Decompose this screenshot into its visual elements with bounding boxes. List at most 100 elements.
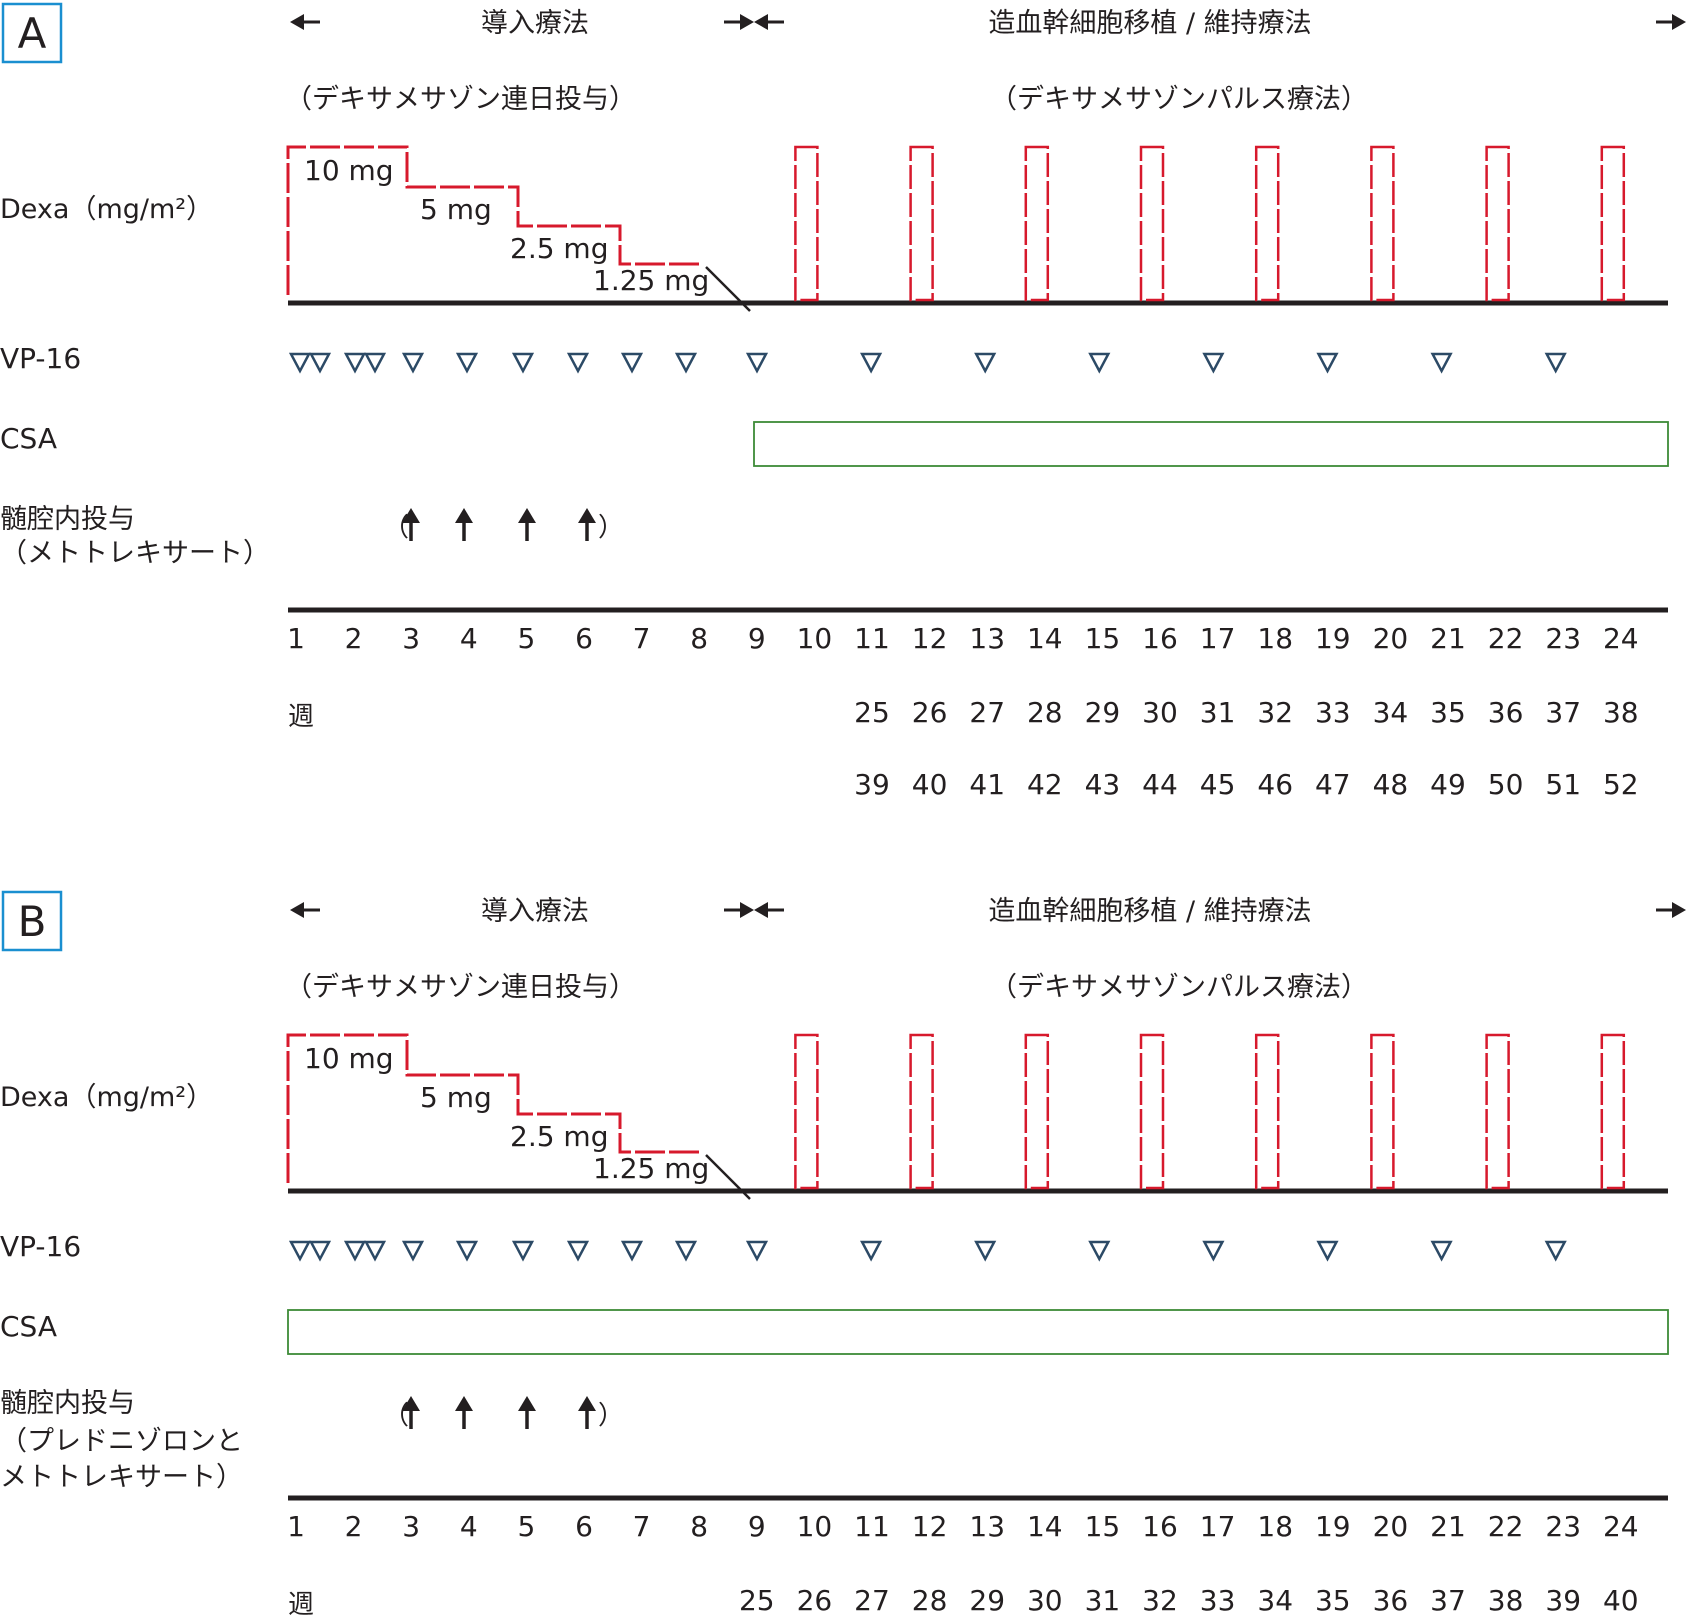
- week-number: 28: [1027, 696, 1063, 729]
- week-number: 10: [797, 622, 833, 655]
- week-number: 36: [1373, 1584, 1409, 1617]
- induction-start-arrow-head: [290, 902, 304, 918]
- induction-end-arrow-head: [740, 902, 754, 918]
- csa-bar: [753, 421, 1669, 467]
- sub-maintenance-label: （デキサメサゾンパルス療法）: [990, 84, 1368, 115]
- vp16-dose-marker: [745, 352, 769, 374]
- phase-maintenance-label: 造血幹細胞移植 / 維持療法: [988, 8, 1311, 39]
- week-number: 52: [1603, 768, 1639, 801]
- dexa-taper-end: [705, 1154, 751, 1200]
- phase-maintenance-label: 造血幹細胞移植 / 維持療法: [988, 896, 1311, 927]
- week-number: 23: [1545, 622, 1581, 655]
- week-number: 9: [748, 622, 766, 655]
- intrathecal-arrow-head: [578, 1396, 596, 1411]
- week-number: 4: [460, 1510, 478, 1543]
- dexa-step-label: 2.5 mg: [510, 232, 608, 265]
- week-number: 27: [969, 696, 1005, 729]
- week-number: 32: [1257, 696, 1293, 729]
- week-number: 20: [1373, 622, 1409, 655]
- week-number: 6: [575, 622, 593, 655]
- vp16-dose-marker: [1316, 352, 1339, 374]
- intrathecal-label-line: （メトトレキサート）: [0, 538, 270, 569]
- week-number: 16: [1142, 622, 1178, 655]
- week-number: 11: [854, 1510, 890, 1543]
- week-number: 22: [1488, 622, 1524, 655]
- week-number: 17: [1200, 622, 1236, 655]
- week-number: 5: [517, 622, 535, 655]
- week-number: 29: [1085, 696, 1121, 729]
- vp16-dose-marker: [745, 1240, 769, 1262]
- vp16-dose-marker: [620, 352, 644, 374]
- week-number: 47: [1315, 768, 1351, 801]
- week-number: 27: [854, 1584, 890, 1617]
- vp16-dose-marker: [511, 1240, 535, 1262]
- vp16-dose-marker: [1430, 352, 1453, 374]
- dexa-pulse: [909, 145, 934, 302]
- vp16-dose-marker: [401, 1240, 425, 1262]
- week-number: 2: [345, 622, 363, 655]
- week-number: 26: [912, 696, 948, 729]
- week-number: 35: [1430, 696, 1466, 729]
- week-number: 12: [912, 622, 948, 655]
- week-number: 13: [969, 1510, 1005, 1543]
- week-number: 38: [1488, 1584, 1524, 1617]
- csa-bar: [287, 1309, 1669, 1355]
- vp16-dose-marker: [308, 352, 332, 374]
- dexa-step-label: 5 mg: [420, 1081, 492, 1114]
- week-number: 42: [1027, 768, 1063, 801]
- week-number: 7: [633, 1510, 651, 1543]
- vp16-dose-marker: [1430, 1240, 1453, 1262]
- week-number: 14: [1027, 622, 1063, 655]
- week-number: 34: [1373, 696, 1409, 729]
- vp16-dose-marker: [455, 352, 479, 374]
- dexa-pulse: [1254, 145, 1280, 302]
- vp16-dose-marker: [511, 352, 535, 374]
- week-number: 30: [1027, 1584, 1063, 1617]
- vp16-dose-marker: [566, 1240, 590, 1262]
- dexa-taper-line: [286, 1033, 700, 1183]
- dexa-pulse: [1485, 145, 1510, 302]
- week-number: 21: [1430, 622, 1466, 655]
- csa-label: CSA: [0, 1310, 57, 1343]
- week-number: 39: [854, 768, 890, 801]
- dexa-pulse: [1370, 1033, 1395, 1190]
- week-number: 1: [287, 622, 305, 655]
- vp16-dose-marker: [620, 1240, 644, 1262]
- week-number: 40: [1603, 1584, 1639, 1617]
- week-number: 22: [1488, 1510, 1524, 1543]
- sub-maintenance-label: （デキサメサゾンパルス療法）: [990, 972, 1368, 1003]
- week-number: 19: [1315, 622, 1351, 655]
- vp16-label: VP-16: [0, 342, 81, 375]
- week-number: 24: [1603, 622, 1639, 655]
- intrathecal-arrow-head: [578, 508, 596, 523]
- vp16-label: VP-16: [0, 1230, 81, 1263]
- panel-label-box: [1, 890, 63, 952]
- week-unit-label: 週: [288, 1590, 314, 1618]
- dexa-step-label: 10 mg: [304, 1042, 394, 1075]
- week-number: 37: [1545, 696, 1581, 729]
- intrathecal-arrow-head: [518, 508, 536, 523]
- week-number: 31: [1200, 696, 1236, 729]
- week-number: 34: [1257, 1584, 1293, 1617]
- vp16-dose-marker: [308, 1240, 332, 1262]
- phase-induction-label: 導入療法: [481, 896, 589, 927]
- sub-induction-label: （デキサメサゾン連日投与）: [285, 972, 636, 1003]
- week-number: 9: [748, 1510, 766, 1543]
- intrathecal-arrow-head: [402, 1396, 420, 1411]
- dexa-taper-end: [705, 266, 751, 312]
- phase-induction-label: 導入療法: [481, 8, 589, 39]
- week-number: 49: [1430, 768, 1466, 801]
- dexa-pulse: [1600, 145, 1626, 302]
- maintenance-start-arrow-head: [754, 14, 768, 30]
- week-number: 45: [1200, 768, 1236, 801]
- vp16-dose-marker: [343, 352, 367, 374]
- week-number: 3: [402, 622, 420, 655]
- week-number: 15: [1085, 622, 1121, 655]
- week-number: 12: [912, 1510, 948, 1543]
- week-number: 46: [1257, 768, 1293, 801]
- vp16-dose-marker: [860, 1240, 883, 1262]
- week-number: 19: [1315, 1510, 1351, 1543]
- intrathecal-label-line: メトトレキサート）: [0, 1462, 243, 1493]
- panel-label: B: [18, 897, 47, 946]
